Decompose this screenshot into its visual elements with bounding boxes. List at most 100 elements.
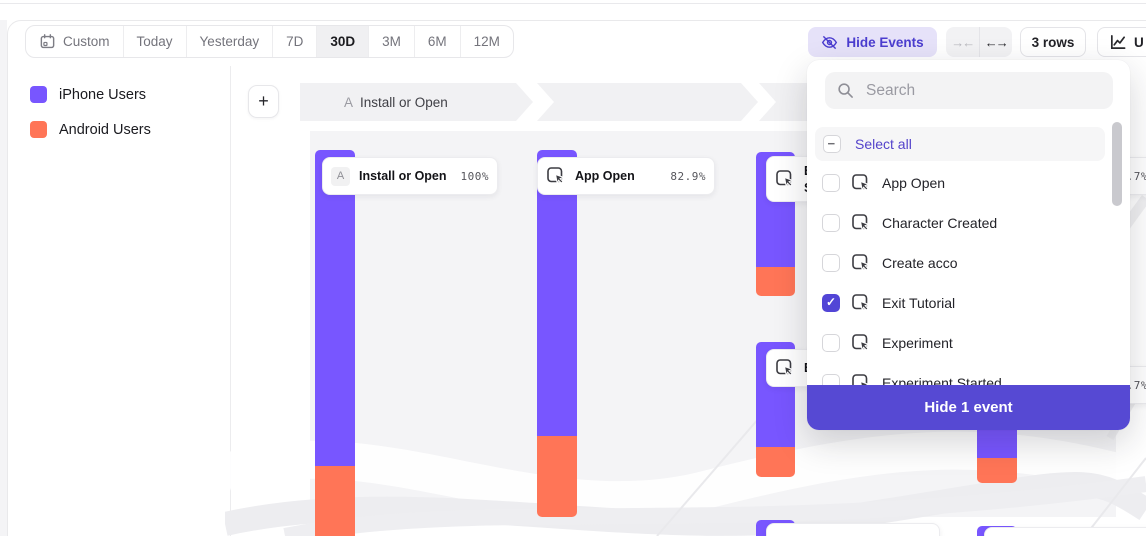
chart-type-button[interactable]: U	[1097, 27, 1146, 57]
date-range-label: 3M	[382, 34, 401, 49]
date-range-12m[interactable]: 12M	[459, 26, 513, 57]
hide-selected-events-label: Hide 1 event	[924, 399, 1013, 416]
expand-icon: ←→	[984, 34, 1009, 50]
event-option-label: Exit Tutorial	[882, 295, 956, 311]
step-letter-badge: A	[331, 166, 350, 186]
app-open-event-icon	[852, 214, 871, 233]
app-open-event-icon	[776, 359, 795, 378]
expand-columns-button[interactable]: ←→	[980, 27, 1013, 57]
date-range-yesterday[interactable]: Yesterday	[185, 26, 273, 57]
funnel-step-card[interactable]: App Open 82.9%	[537, 157, 715, 195]
event-checkbox[interactable]	[822, 374, 840, 385]
event-search-box	[825, 72, 1113, 109]
date-range-30d[interactable]: 30D	[316, 26, 369, 57]
legend-label: iPhone Users	[59, 86, 147, 103]
date-range-today[interactable]: Today	[122, 26, 186, 57]
legend-item-iphone-users[interactable]: iPhone Users	[30, 86, 151, 103]
app-open-event-icon	[547, 167, 566, 186]
date-range-control: Custom Today Yesterday 7D 30D 3M 6M 12M	[25, 25, 514, 58]
step-letter: A	[344, 94, 354, 110]
event-option-app-open[interactable]: App Open	[807, 163, 1117, 203]
hide-events-button[interactable]: Hide Events	[808, 27, 937, 57]
hide-selected-events-button[interactable]: Hide 1 event	[807, 385, 1130, 430]
bar-segment-android-users[interactable]	[315, 466, 355, 536]
funnel-step-header-1[interactable]: A Install or Open	[300, 83, 533, 121]
app-open-event-icon	[852, 254, 871, 273]
funnel-bar[interactable]	[315, 150, 355, 536]
funnel-step-card[interactable]	[984, 527, 1146, 536]
event-checkbox[interactable]	[822, 254, 840, 272]
page-left-margin	[0, 20, 7, 536]
select-all-checkbox[interactable]	[823, 135, 841, 153]
date-range-label: Yesterday	[199, 34, 260, 49]
date-range-custom[interactable]: Custom	[26, 26, 123, 57]
event-option-exit-tutorial[interactable]: Exit Tutorial	[807, 283, 1117, 323]
plus-icon: +	[258, 91, 269, 111]
hide-events-label: Hide Events	[846, 34, 924, 50]
rows-count-button[interactable]: 3 rows	[1020, 27, 1086, 57]
date-range-label: Custom	[63, 34, 110, 49]
step-card-value: .7%	[1126, 169, 1146, 183]
event-checkbox[interactable]	[822, 174, 840, 192]
date-range-7d[interactable]: 7D	[272, 26, 316, 57]
app-open-event-icon	[852, 374, 871, 385]
funnel-step-header-2[interactable]	[537, 83, 758, 121]
step-card-value: 82.9%	[670, 169, 706, 183]
bar-segment-android-users[interactable]	[756, 447, 795, 477]
funnel-step-card[interactable]	[766, 523, 940, 536]
column-width-control: →← ←→	[946, 27, 1012, 57]
select-all-row[interactable]: Select all	[815, 127, 1105, 161]
bar-segment-android-users[interactable]	[537, 436, 577, 517]
hide-events-dropdown: Select all App Open Character Created Cr…	[807, 60, 1130, 430]
event-option-experiment[interactable]: Experiment	[807, 323, 1117, 363]
app-open-event-icon	[852, 334, 871, 353]
collapse-columns-button[interactable]: →←	[946, 27, 980, 57]
event-options-list: App Open Character Created Create acco E…	[807, 163, 1117, 385]
date-range-label: Today	[136, 34, 173, 49]
event-option-label: Create acco	[882, 255, 958, 271]
event-option-label: App Open	[882, 175, 946, 191]
event-option-label: Experiment	[882, 335, 953, 351]
date-range-label: 7D	[286, 34, 304, 49]
event-option-create-acco[interactable]: Create acco	[807, 243, 1117, 283]
step-card-name: App Open	[575, 169, 635, 183]
rows-count-label: 3 rows	[1031, 34, 1075, 50]
calendar-icon	[40, 34, 55, 49]
eye-off-icon	[822, 35, 838, 49]
app-open-event-icon	[852, 294, 871, 313]
line-chart-icon	[1110, 34, 1126, 50]
funnel-step-card[interactable]: A Install or Open 100%	[322, 157, 498, 195]
app-open-event-icon	[776, 170, 795, 189]
event-option-label: Experiment Started	[882, 375, 1002, 385]
bar-segment-iphone-users[interactable]	[537, 150, 577, 436]
date-range-label: 30D	[330, 34, 356, 49]
search-input[interactable]	[864, 80, 1088, 101]
step-card-value: 100%	[460, 169, 489, 183]
step-card-name: Install or Open	[359, 169, 447, 183]
date-range-6m[interactable]: 6M	[413, 26, 460, 57]
event-option-experiment-started[interactable]: Experiment Started	[807, 363, 1117, 385]
date-range-3m[interactable]: 3M	[368, 26, 414, 57]
collapse-icon: →←	[951, 34, 975, 50]
bar-segment-android-users[interactable]	[756, 267, 795, 296]
dropdown-scrollbar[interactable]	[1112, 122, 1122, 206]
search-icon	[838, 83, 853, 98]
event-option-character-created[interactable]: Character Created	[807, 203, 1117, 243]
legend-item-android-users[interactable]: Android Users	[30, 121, 151, 138]
step-header-label: Install or Open	[360, 94, 448, 110]
legend-chart-divider	[230, 66, 231, 536]
top-divider	[0, 3, 1146, 4]
event-checkbox[interactable]	[822, 294, 840, 312]
add-step-button[interactable]: +	[248, 85, 279, 118]
date-range-label: 12M	[473, 34, 500, 49]
breakdown-legend: iPhone Users Android Users	[30, 86, 151, 156]
bar-segment-android-users[interactable]	[977, 458, 1017, 483]
chart-type-label: U	[1134, 34, 1144, 50]
bar-segment-iphone-users[interactable]	[315, 150, 355, 466]
select-all-label: Select all	[855, 136, 912, 152]
event-checkbox[interactable]	[822, 214, 840, 232]
event-checkbox[interactable]	[822, 334, 840, 352]
legend-swatch	[30, 86, 47, 103]
funnel-bar[interactable]	[537, 150, 577, 517]
